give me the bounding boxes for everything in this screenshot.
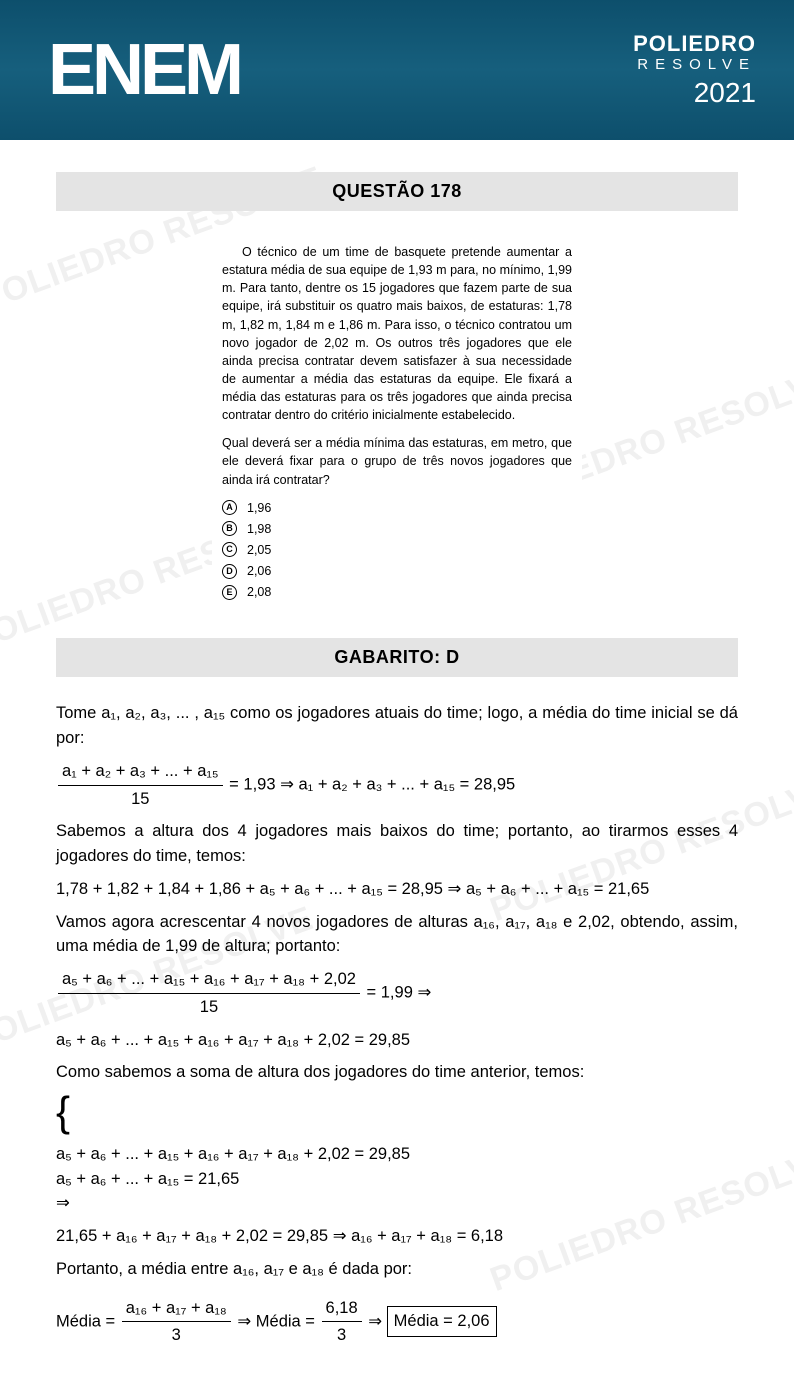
solution-eq-2: 1,78 + 1,82 + 1,84 + 1,86 + a₅ + a₆ + ..…: [56, 877, 738, 902]
option-e: E 2,08: [222, 583, 572, 601]
final-answer-box: Média = 2,06: [387, 1306, 497, 1337]
option-a-text: 1,96: [247, 499, 271, 517]
fraction-num: 6,18: [322, 1296, 362, 1323]
solution-step-4: Como sabemos a soma de altura dos jogado…: [56, 1060, 738, 1085]
option-b: B 1,98: [222, 520, 572, 538]
fraction-num: a₁ + a₂ + a₃ + ... + a₁₅: [58, 759, 223, 786]
options-list: A 1,96 B 1,98 C 2,05 D 2,06 E 2,08: [222, 499, 572, 602]
brace-system: {: [56, 1093, 74, 1131]
brand-block: POLIEDRO RESOLVE 2021: [633, 31, 756, 110]
enem-logo: enem: [48, 34, 240, 106]
option-d-text: 2,06: [247, 562, 271, 580]
fraction-den: 15: [58, 994, 360, 1020]
solution-eq-6: Média = a₁₆ + a₁₇ + a₁₈ 3 ⇒ Média = 6,18…: [56, 1296, 738, 1349]
fraction-den: 15: [58, 786, 223, 812]
fraction-num: a₅ + a₆ + ... + a₁₅ + a₁₆ + a₁₇ + a₁₈ + …: [58, 967, 360, 994]
option-c: C 2,05: [222, 541, 572, 559]
solution-step-2: Sabemos a altura dos 4 jogadores mais ba…: [56, 819, 738, 869]
option-e-text: 2,08: [247, 583, 271, 601]
eq6-label1: Média =: [56, 1312, 120, 1330]
option-b-text: 1,98: [247, 520, 271, 538]
solution-eq-3b: a₅ + a₆ + ... + a₁₅ + a₁₆ + a₁₇ + a₁₈ + …: [56, 1028, 738, 1053]
page-header: enem POLIEDRO RESOLVE 2021: [0, 0, 794, 140]
solution-brace: {: [56, 1093, 738, 1134]
question-paragraph-1: O técnico de um time de basquete pretend…: [222, 243, 572, 424]
fraction: a₁ + a₂ + a₃ + ... + a₁₅ 15: [58, 759, 223, 812]
option-c-text: 2,05: [247, 541, 271, 559]
solution-step-1: Tome a₁, a₂, a₃, ... , a₁₅ como os jogad…: [56, 701, 738, 751]
brace-line-2: a₅ + a₆ + ... + a₁₅ = 21,65: [56, 1167, 738, 1192]
fraction: a₅ + a₆ + ... + a₁₅ + a₁₆ + a₁₇ + a₁₈ + …: [58, 967, 360, 1020]
solution-step-3: Vamos agora acrescentar 4 novos jogadore…: [56, 910, 738, 960]
option-bullet-icon: A: [222, 500, 237, 515]
fraction-den: 3: [322, 1322, 362, 1348]
option-d: D 2,06: [222, 562, 572, 580]
question-text-box: O técnico de um time de basquete pretend…: [212, 235, 582, 612]
brace-line-1: a₅ + a₆ + ... + a₁₅ + a₁₆ + a₁₇ + a₁₈ + …: [56, 1142, 738, 1167]
option-bullet-icon: C: [222, 542, 237, 557]
page-content: QUESTÃO 178 O técnico de um time de basq…: [0, 140, 794, 1396]
solution-eq-1: a₁ + a₂ + a₃ + ... + a₁₅ 15 = 1,93 ⇒ a₁ …: [56, 759, 738, 812]
eq6-mid: ⇒ Média =: [237, 1312, 319, 1330]
option-bullet-icon: D: [222, 564, 237, 579]
option-bullet-icon: B: [222, 521, 237, 536]
solution-eq-5: 21,65 + a₁₆ + a₁₇ + a₁₈ + 2,02 = 29,85 ⇒…: [56, 1224, 738, 1249]
eq1-rhs: = 1,93 ⇒ a₁ + a₂ + a₃ + ... + a₁₅ = 28,9…: [225, 775, 516, 793]
solution-eq-3: a₅ + a₆ + ... + a₁₅ + a₁₆ + a₁₇ + a₁₈ + …: [56, 967, 738, 1020]
brace-icon: {: [56, 1093, 70, 1131]
question-title-bar: QUESTÃO 178: [56, 172, 738, 211]
brand-year: 2021: [633, 77, 756, 109]
question-paragraph-2: Qual deverá ser a média mínima das estat…: [222, 434, 572, 488]
fraction: 6,18 3: [322, 1296, 362, 1349]
brand-main: POLIEDRO: [633, 31, 756, 56]
option-a: A 1,96: [222, 499, 572, 517]
fraction-den: 3: [122, 1322, 231, 1348]
fraction-num: a₁₆ + a₁₇ + a₁₈: [122, 1296, 231, 1323]
fraction: a₁₆ + a₁₇ + a₁₈ 3: [122, 1296, 231, 1349]
answer-title-bar: GABARITO: D: [56, 638, 738, 677]
brace-arrow: ⇒: [56, 1194, 70, 1212]
solution-step-5: Portanto, a média entre a₁₆, a₁₇ e a₁₈ é…: [56, 1257, 738, 1282]
brand-sub: RESOLVE: [633, 56, 756, 73]
eq3-rhs: = 1,99 ⇒: [362, 984, 431, 1002]
solution-block: Tome a₁, a₂, a₃, ... , a₁₅ como os jogad…: [56, 701, 738, 1348]
eq6-arrow: ⇒: [368, 1312, 386, 1330]
option-bullet-icon: E: [222, 585, 237, 600]
